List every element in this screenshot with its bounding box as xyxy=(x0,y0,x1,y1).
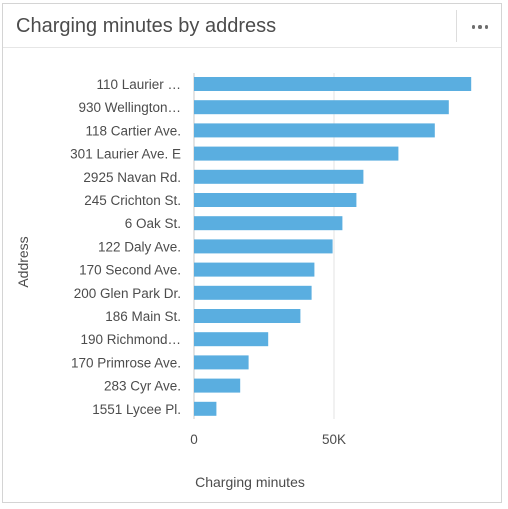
bar[interactable] xyxy=(194,123,435,138)
category-label: 245 Crichton St. xyxy=(84,193,181,208)
category-label: 170 Primrose Ave. xyxy=(71,355,181,370)
category-label: 190 Richmond… xyxy=(80,332,181,347)
bars xyxy=(194,77,472,416)
category-label: 170 Second Ave. xyxy=(79,263,181,278)
bar[interactable] xyxy=(194,262,315,277)
more-options-button[interactable] xyxy=(465,14,495,40)
more-horizontal-icon-dot xyxy=(484,25,489,29)
bar[interactable] xyxy=(194,378,241,393)
category-label: 301 Laurier Ave. E xyxy=(70,147,181,162)
category-label: 118 Cartier Ave. xyxy=(85,123,181,138)
bar[interactable] xyxy=(194,216,343,231)
category-label: 200 Glen Park Dr. xyxy=(74,286,181,301)
bar[interactable] xyxy=(194,193,357,207)
bar[interactable] xyxy=(194,355,249,370)
bar[interactable] xyxy=(194,100,449,115)
more-horizontal-icon-dot xyxy=(471,25,476,29)
bar[interactable] xyxy=(194,77,472,91)
category-label: 110 Laurier … xyxy=(96,77,181,92)
bar[interactable] xyxy=(194,146,399,161)
bar[interactable] xyxy=(194,285,312,300)
x-tick-label: 50K xyxy=(322,432,346,447)
y-axis-title: Address xyxy=(15,236,31,287)
header-divider xyxy=(456,10,457,42)
category-label: 930 Wellington… xyxy=(78,100,181,115)
category-label: 6 Oak St. xyxy=(125,216,181,231)
category-labels: 110 Laurier … 930 Wellington… 118 Cartier … xyxy=(70,77,181,417)
bar[interactable] xyxy=(194,332,269,347)
more-horizontal-icon-dot xyxy=(478,25,482,29)
card-header: Charging minutes by address xyxy=(3,4,501,48)
bar[interactable] xyxy=(194,169,364,184)
x-axis-title: Charging minutes xyxy=(195,474,305,490)
x-tick-label: 0 xyxy=(190,432,198,447)
category-label: 1551 Lycee Pl. xyxy=(92,402,181,417)
category-label: 186 Main St. xyxy=(105,309,181,324)
bar[interactable] xyxy=(194,401,217,416)
chart-title: Charging minutes by address xyxy=(16,15,277,37)
category-label: 283 Cyr Ave. xyxy=(104,379,181,394)
bar[interactable] xyxy=(194,239,333,254)
category-label: 122 Daly Ave. xyxy=(98,239,181,254)
bar[interactable] xyxy=(194,309,301,323)
x-tick-labels: 0 50K xyxy=(190,432,346,447)
category-label: 2925 Navan Rd. xyxy=(83,170,181,185)
